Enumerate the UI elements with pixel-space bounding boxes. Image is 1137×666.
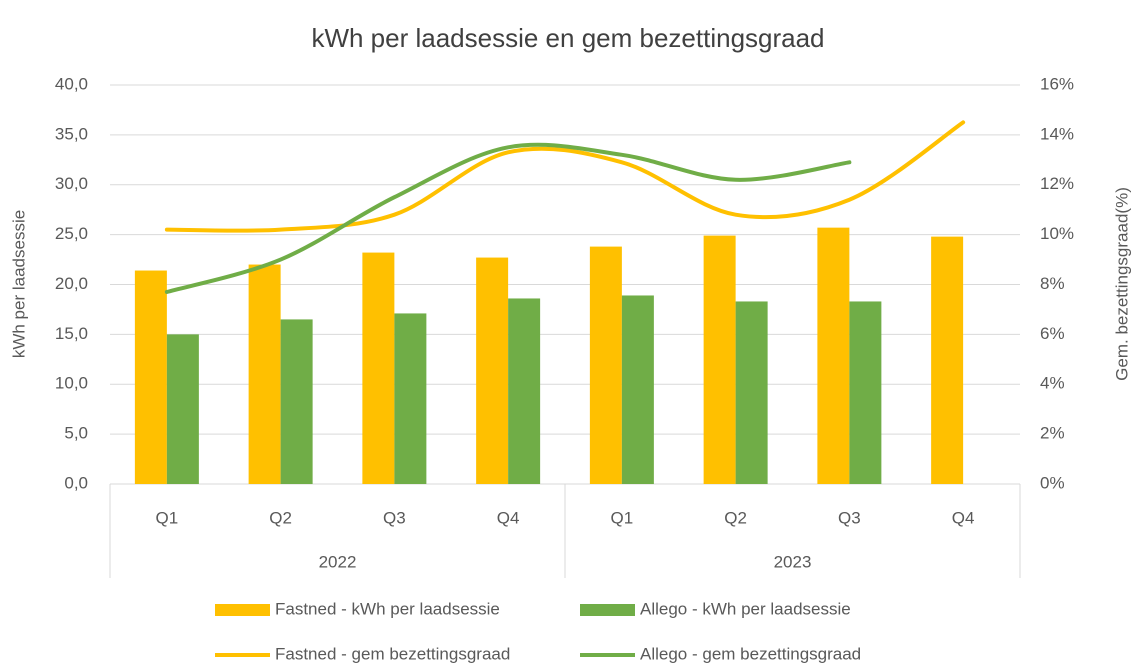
y-tick-label: 0,0 [64,473,88,492]
y-tick-label: 40,0 [55,74,88,93]
x-tick-label: Q3 [838,508,861,527]
y2-tick-label: 12% [1040,174,1074,193]
y-tick-label: 10,0 [55,374,88,393]
bar [849,301,882,484]
legend-label: Fastned - gem bezettingsgraad [275,644,510,663]
line [164,142,852,294]
bar [931,236,964,484]
x-tick-label: Q1 [611,508,634,527]
bar [166,334,199,484]
y2-tick-label: 4% [1040,374,1065,393]
y2-tick-label: 2% [1040,424,1065,443]
x-tick-label: Q4 [952,508,975,527]
line [164,120,966,233]
legend-label: Fastned - kWh per laadsessie [275,599,500,618]
legend-swatch [215,604,270,616]
y2-tick-label: 0% [1040,473,1065,492]
bar [476,257,509,484]
y2-tick-label: 6% [1040,324,1065,343]
bar [134,270,167,484]
legend-swatch [580,604,635,616]
bar [621,295,654,484]
legend-label: Allego - kWh per laadsessie [640,599,851,618]
y-tick-label: 5,0 [64,424,88,443]
x-tick-label: Q2 [724,508,747,527]
y2-tick-label: 14% [1040,124,1074,143]
y2-axis-label: Gem. bezettingsgraad(%) [1112,187,1131,381]
x-tick-label: Q4 [497,508,520,527]
bar [508,298,541,484]
y-tick-label: 30,0 [55,174,88,193]
bar [394,313,427,484]
bar [703,235,736,484]
y-tick-label: 25,0 [55,224,88,243]
y-axis-label: kWh per laadsessie [9,210,28,358]
bar [362,252,395,484]
x-group-label: 2022 [319,552,357,571]
y2-tick-label: 8% [1040,274,1065,293]
bar [589,246,622,484]
bar [735,301,768,484]
bar [248,264,281,484]
x-tick-label: Q1 [156,508,179,527]
y-tick-label: 20,0 [55,274,88,293]
bar [280,319,313,484]
y-tick-label: 15,0 [55,324,88,343]
x-tick-label: Q2 [269,508,292,527]
y-tick-label: 35,0 [55,124,88,143]
chart-title: kWh per laadsessie en gem bezettingsgraa… [311,23,824,53]
y2-tick-label: 10% [1040,224,1074,243]
x-group-label: 2023 [774,552,812,571]
bar [817,227,850,484]
legend-label: Allego - gem bezettingsgraad [640,644,861,663]
y2-tick-label: 16% [1040,74,1074,93]
x-tick-label: Q3 [383,508,406,527]
